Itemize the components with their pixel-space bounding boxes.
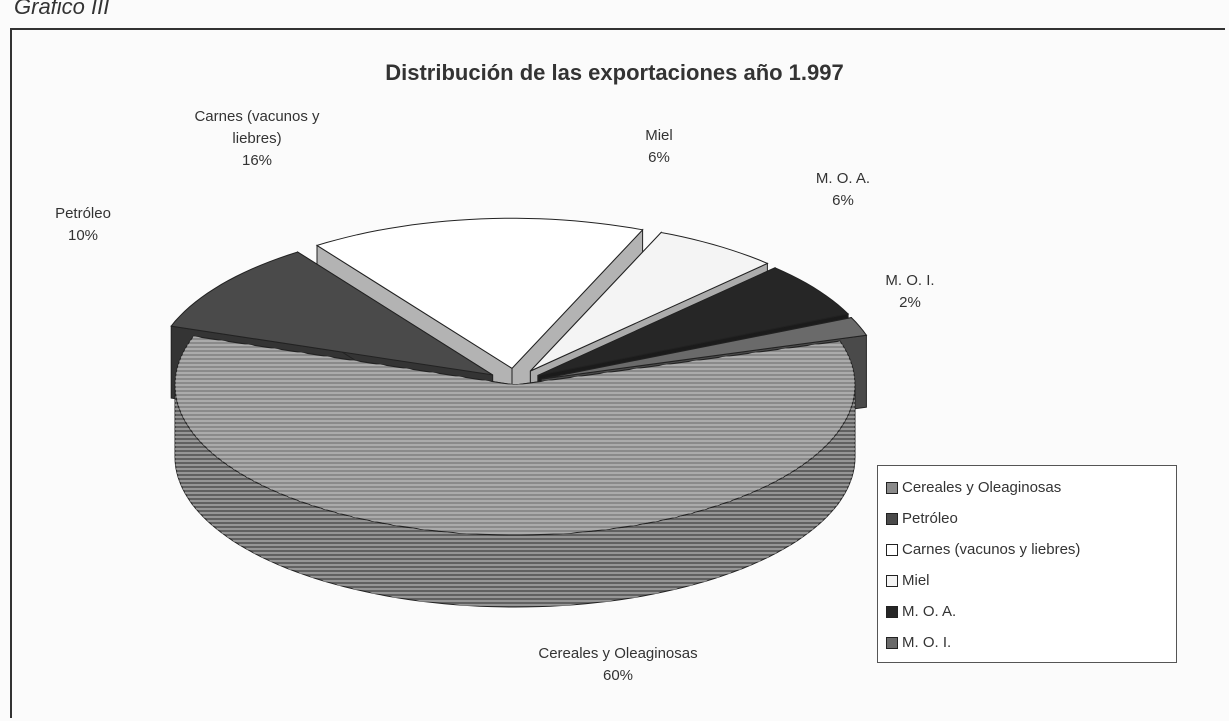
frame (10, 28, 1225, 718)
category-label: Cereales y Oleaginosas (538, 645, 698, 662)
data-label: Carnes (vacunos y liebres) 16% (172, 106, 342, 172)
value-label: 6% (648, 149, 670, 166)
value-label: 10% (67, 227, 99, 244)
legend-item: M. O. I. (886, 627, 1168, 658)
data-label: M. O. A. 6% (798, 168, 888, 212)
slice (315, 217, 644, 369)
legend-swatch (886, 574, 898, 587)
legend-label: M. O. A. (902, 603, 957, 620)
slice-hatch (175, 336, 855, 535)
legend-item: Miel (886, 565, 1168, 596)
legend-label: Carnes (vacunos y liebres) (902, 541, 1081, 558)
caption: Grafico III (14, 0, 110, 19)
category-label: Miel (645, 127, 673, 144)
legend-item: M. O. A. (886, 596, 1168, 627)
value-label: 2% (899, 294, 921, 311)
legend-swatch (886, 543, 898, 556)
slice (170, 251, 493, 376)
category-label: Petróleo (55, 205, 111, 222)
legend-label: Petróleo (902, 510, 958, 527)
slice (541, 317, 868, 380)
value-label: 6% (832, 192, 854, 209)
chart-title: Distribución de las exportaciones año 1.… (385, 60, 844, 85)
legend-swatch (886, 512, 898, 525)
data-label: Petróleo 10% (13, 203, 153, 247)
data-label: Miel 6% (619, 125, 699, 169)
legend-label: Miel (902, 572, 930, 589)
value-label: 16% (241, 152, 273, 169)
slice (537, 267, 850, 376)
legend: Cereales y Oleaginosas Petróleo Carnes (va… (877, 465, 1177, 663)
legend-swatch (886, 636, 898, 649)
legend-item: Carnes (vacunos y liebres) (886, 534, 1168, 565)
category-label: M. O. I. (885, 272, 935, 289)
category-label: Carnes (vacunos y liebres) (194, 108, 320, 147)
legend-label: M. O. I. (902, 634, 952, 651)
data-label: M. O. I. 2% (870, 270, 950, 314)
value-label: 60% (602, 667, 634, 684)
data-label: Cereales y Oleaginosas 60% (508, 643, 728, 687)
legend-item: Petróleo (886, 503, 1168, 534)
category-label: M. O. A. (815, 170, 871, 187)
legend-item: Cereales y Oleaginosas (886, 472, 1168, 503)
legend-swatch (886, 481, 898, 494)
legend-label: Cereales y Oleaginosas (902, 479, 1062, 496)
slice (530, 231, 769, 372)
legend-swatch (886, 605, 898, 618)
slice-wall-hatch (175, 385, 855, 607)
